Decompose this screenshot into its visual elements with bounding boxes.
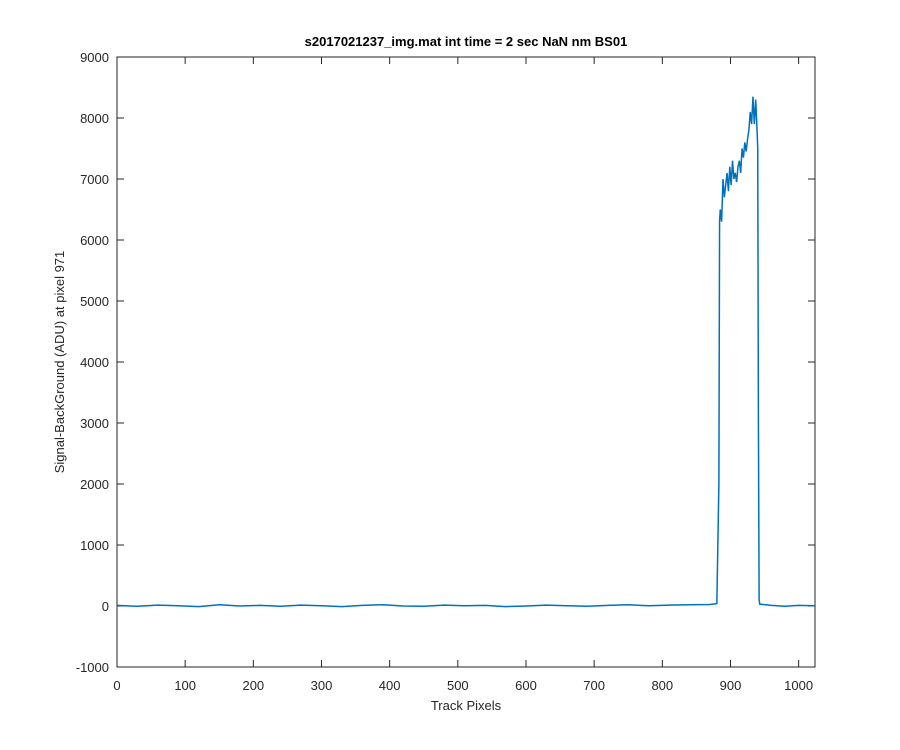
y-tick-label: 1000 [80,538,109,553]
y-tick-label: 8000 [80,111,109,126]
y-tick-label: 5000 [80,294,109,309]
y-tick-label: -1000 [76,660,109,675]
x-tick-label: 800 [651,678,673,693]
x-axis-label: Track Pixels [431,698,502,713]
x-tick-label: 700 [583,678,605,693]
x-tick-label: 1000 [784,678,813,693]
y-tick-label: 6000 [80,233,109,248]
x-tick-label: 300 [311,678,333,693]
x-tick-label: 900 [720,678,742,693]
y-tick-label: 2000 [80,477,109,492]
y-tick-label: 3000 [80,416,109,431]
x-tick-label: 500 [447,678,469,693]
x-tick-label: 0 [113,678,120,693]
chart-title: s2017021237_img.mat int time = 2 sec NaN… [305,34,628,49]
x-tick-label: 600 [515,678,537,693]
x-tick-label: 100 [174,678,196,693]
x-tick-label: 400 [379,678,401,693]
y-tick-label: 0 [102,599,109,614]
y-tick-label: 7000 [80,172,109,187]
y-axis-label: Signal-BackGround (ADU) at pixel 971 [52,251,67,474]
x-tick-label: 200 [242,678,264,693]
y-tick-label: 9000 [80,50,109,65]
y-tick-label: 4000 [80,355,109,370]
data-line [116,96,816,608]
